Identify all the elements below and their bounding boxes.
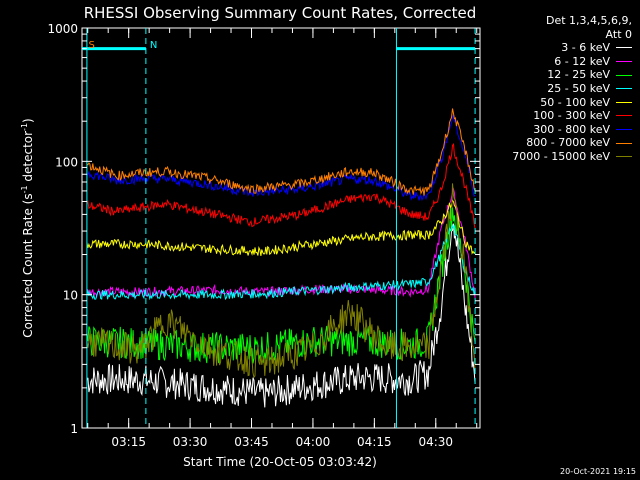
x-tick-label: 03:15	[111, 435, 146, 449]
legend-header: Att 0	[605, 27, 632, 41]
legend-entry: 6 - 12 keV	[472, 55, 632, 69]
legend-label: 7000 - 15000 keV	[512, 149, 610, 163]
y-axis-label-prefix: Corrected Count Rate (s	[21, 193, 35, 337]
annotation-label: N	[150, 40, 157, 51]
plot-border	[81, 27, 481, 429]
legend-header: Det 1,3,4,5,6,9,	[545, 14, 632, 27]
plot-frame	[81, 27, 481, 429]
legend-label: 12 - 25 keV	[547, 68, 610, 82]
x-tick-label: 04:30	[418, 435, 453, 449]
legend-entry: 300 - 800 keV	[472, 123, 632, 137]
legend-swatch	[616, 142, 632, 144]
x-tick-label: 04:00	[296, 435, 331, 449]
legend-entry: 800 - 7000 keV	[472, 136, 632, 150]
series-line	[86, 114, 476, 202]
legend-label: 300 - 800 keV	[533, 122, 610, 136]
y-axis-label-sup1: -1	[20, 185, 29, 193]
legend-entry: 12 - 25 keV	[472, 68, 632, 82]
legend-swatch	[616, 88, 632, 90]
x-tick-label: 03:45	[234, 435, 269, 449]
legend-entry: 3 - 6 keV	[472, 41, 632, 55]
legend-swatch	[616, 61, 632, 63]
y-axis-label-mid: detector	[21, 131, 35, 186]
series-line	[86, 187, 476, 299]
y-axis-label-sup2: -1	[20, 123, 29, 131]
series-line	[86, 207, 476, 364]
series-line	[86, 108, 476, 196]
legend-swatch	[616, 47, 632, 49]
y-tick-label: 1	[70, 422, 78, 436]
y-axis-label: Corrected Count Rate (s-1 detector-1)	[20, 118, 35, 337]
footer-date: 20-Oct-2021 19:15	[560, 467, 636, 476]
legend-label: 3 - 6 keV	[561, 41, 610, 55]
annotation-label: S	[88, 40, 94, 51]
x-tick-label: 03:30	[173, 435, 208, 449]
legend-swatch	[616, 156, 632, 158]
legend-entry: 50 - 100 keV	[472, 96, 632, 110]
y-tick-label: 1000	[47, 22, 78, 36]
legend-label: 800 - 7000 keV	[526, 136, 610, 150]
series-line	[86, 143, 476, 229]
series-line	[86, 223, 476, 301]
series-group	[86, 108, 476, 408]
series-line	[86, 199, 476, 256]
x-tick-label: 04:15	[357, 435, 392, 449]
axes: 1 10 100 1000 03:15 03:30 03:45 04:00 04:15 04:30	[47, 22, 480, 449]
legend-label: 100 - 300 keV	[533, 109, 610, 123]
legend-entry: 7000 - 15000 keV	[472, 150, 632, 164]
y-tick-label: 100	[55, 155, 78, 169]
legend-swatch	[616, 115, 632, 117]
series-line	[86, 183, 476, 379]
legend-entry: 100 - 300 keV	[472, 109, 632, 123]
y-axis-label-suffix: )	[21, 118, 35, 123]
chart-title: RHESSI Observing Summary Count Rates, Co…	[84, 4, 477, 22]
legend-swatch	[616, 74, 632, 76]
legend-swatch	[616, 129, 632, 131]
legend-label: 50 - 100 keV	[540, 95, 610, 109]
y-tick-label: 10	[63, 289, 78, 303]
series-line	[86, 223, 476, 408]
legend-label: 6 - 12 keV	[554, 54, 610, 68]
x-axis-label: Start Time (20-Oct-05 03:03:42)	[183, 455, 377, 469]
legend-label: 25 - 50 keV	[547, 81, 610, 95]
legend-entry: 25 - 50 keV	[472, 82, 632, 96]
legend-swatch	[616, 101, 632, 103]
